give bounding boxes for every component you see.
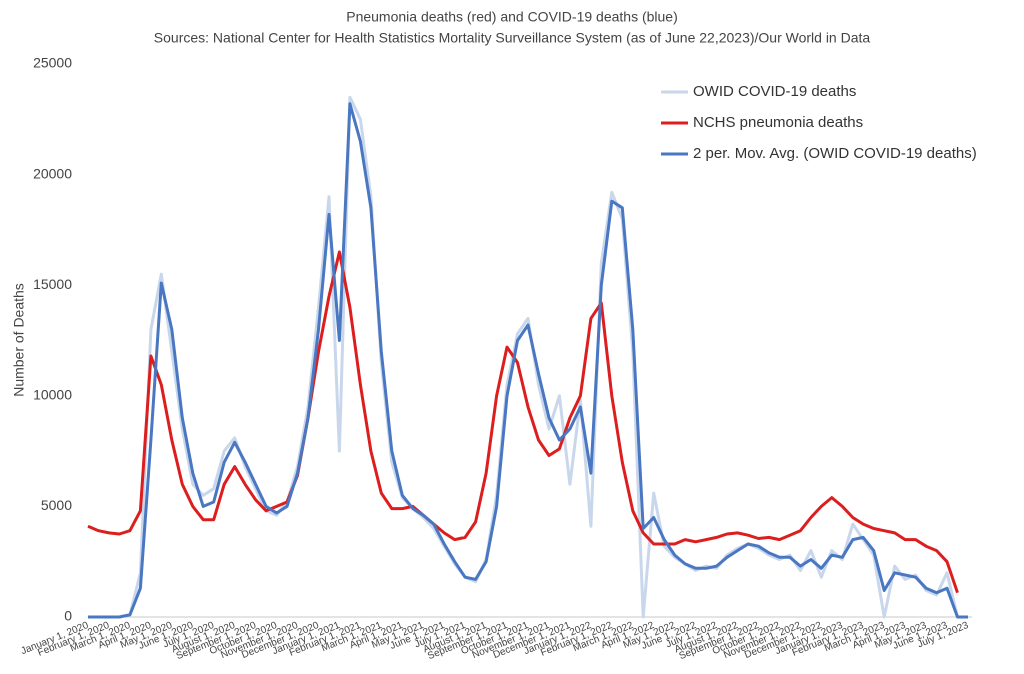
y-tick-label: 15000	[33, 276, 72, 292]
series-line	[88, 102, 968, 619]
y-tick-label: 20000	[33, 165, 72, 181]
y-tick-label: 10000	[33, 387, 72, 403]
series-line	[88, 95, 968, 619]
legend-label: 2 per. Mov. Avg. (OWID COVID-19 deaths)	[693, 145, 977, 162]
y-tick-label: 0	[64, 608, 72, 624]
y-tick-label: 5000	[41, 497, 72, 513]
chart-subtitle: Sources: National Center for Health Stat…	[154, 30, 871, 46]
y-tick-label: 25000	[33, 55, 72, 71]
y-axis-title: Number of Deaths	[11, 283, 27, 397]
series-line	[87, 250, 959, 594]
chart-title: Pneumonia deaths (red) and COVID-19 deat…	[346, 9, 678, 25]
legend-label: OWID COVID-19 deaths	[693, 83, 856, 100]
legend-label: NCHS pneumonia deaths	[693, 114, 863, 131]
